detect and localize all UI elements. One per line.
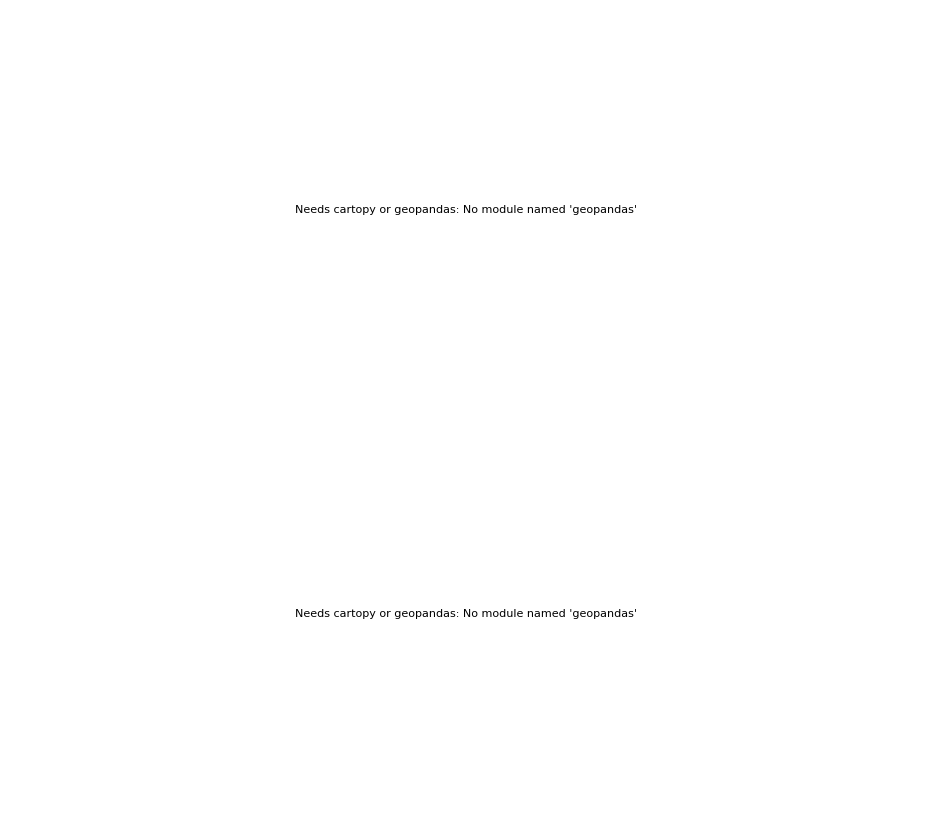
Text: Needs cartopy or geopandas: No module named 'geopandas': Needs cartopy or geopandas: No module na… bbox=[296, 205, 637, 215]
Text: Needs cartopy or geopandas: No module named 'geopandas': Needs cartopy or geopandas: No module na… bbox=[296, 609, 637, 619]
